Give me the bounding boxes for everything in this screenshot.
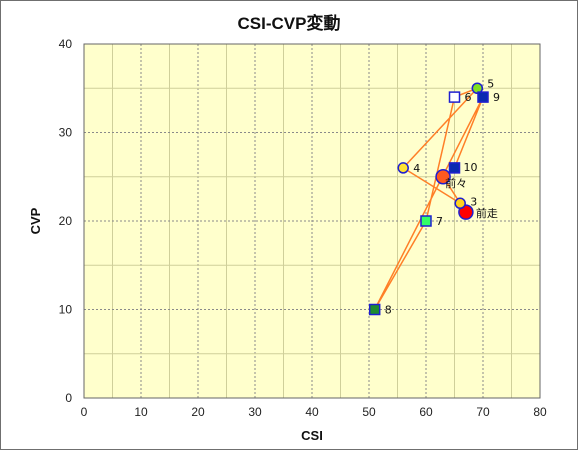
point-10 (448, 162, 461, 174)
x-tick-label: 30 (248, 405, 262, 419)
x-tick-labels: 0 10 20 30 40 50 60 70 80 (81, 405, 547, 419)
point-4 (397, 162, 409, 174)
y-tick-label: 30 (59, 126, 73, 140)
point-label: 7 (436, 215, 443, 228)
x-axis-label: CSI (301, 428, 323, 443)
x-tick-label: 40 (305, 405, 319, 419)
point-label: 9 (493, 91, 500, 104)
point-label: 6 (465, 91, 472, 104)
y-tick-label: 10 (59, 303, 73, 317)
point-8 (368, 303, 381, 316)
x-tick-label: 60 (419, 405, 433, 419)
y-tick-label: 0 (65, 391, 72, 405)
point-label: 前々 (445, 176, 467, 190)
x-tick-label: 20 (191, 405, 205, 419)
x-tick-label: 10 (134, 405, 148, 419)
point-9 (477, 91, 489, 103)
point-前走 (458, 204, 474, 220)
x-tick-label: 80 (533, 405, 547, 419)
point-7 (420, 215, 432, 227)
point-前々 (435, 169, 451, 185)
x-tick-label: 50 (362, 405, 376, 419)
x-tick-label: 70 (476, 405, 490, 419)
point-label: 3 (470, 195, 477, 208)
point-label: 8 (385, 304, 392, 317)
point-label: 前走 (476, 206, 498, 220)
x-tick-label: 0 (81, 405, 88, 419)
series-line (374, 87, 484, 310)
y-tick-label: 40 (59, 37, 73, 51)
point-label: 4 (413, 162, 420, 175)
y-tick-label: 20 (59, 214, 73, 228)
point-label: 5 (487, 77, 494, 90)
point-3 (454, 197, 466, 210)
point-6 (448, 91, 461, 103)
plot-border (83, 43, 541, 399)
y-tick-labels: 0 10 20 30 40 (59, 37, 73, 405)
point-labels: 前走 前々3 4 5 6 7 8 9 10 (385, 77, 500, 316)
y-axis-label: CVP (28, 207, 43, 234)
point-label: 10 (464, 161, 478, 174)
chart-title: CSI-CVP変動 (237, 14, 341, 33)
data-points (368, 82, 489, 316)
